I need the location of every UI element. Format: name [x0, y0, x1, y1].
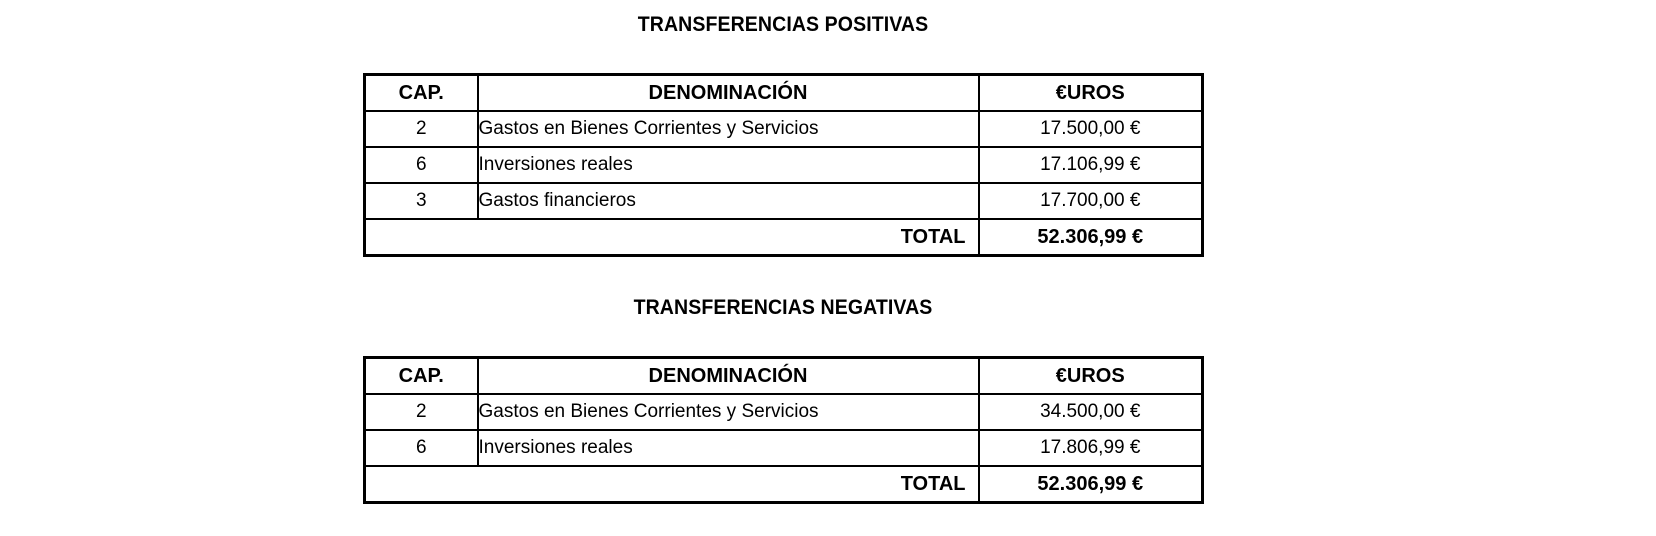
section-transferencias-positivas: TRANSFERENCIAS POSITIVAS CAP. DENOMINACI…: [0, 12, 1566, 257]
column-header-cap: CAP.: [364, 357, 479, 395]
section-title-positivas: TRANSFERENCIAS POSITIVAS: [637, 13, 929, 36]
cell-euros: 17.806,99 €: [977, 429, 1203, 467]
table-row: 2 Gastos en Bienes Corrientes y Servicio…: [364, 110, 1203, 148]
table-row: 6 Inversiones reales 17.806,99 €: [364, 429, 1203, 467]
cell-denominacion: Gastos en Bienes Corrientes y Servicios: [476, 110, 980, 148]
table-total-row: TOTAL 52.306,99 €: [364, 218, 1203, 256]
cell-denominacion: Inversiones reales: [476, 429, 980, 467]
cell-euros: 34.500,00 €: [977, 393, 1203, 431]
cell-euros: 17.700,00 €: [977, 182, 1203, 220]
cell-cap: 6: [364, 429, 479, 467]
transferencias-negativas-table: CAP. DENOMINACIÓN €UROS 2 Gastos en Bien…: [363, 356, 1204, 504]
table-row: 2 Gastos en Bienes Corrientes y Servicio…: [364, 393, 1203, 431]
column-header-cap: CAP.: [364, 74, 479, 112]
total-label: TOTAL: [364, 465, 980, 503]
cell-euros: 17.106,99 €: [977, 146, 1203, 184]
cell-cap: 3: [364, 182, 479, 220]
table-row: 3 Gastos financieros 17.700,00 €: [364, 182, 1203, 220]
cell-cap: 2: [364, 110, 479, 148]
column-header-euros: €UROS: [977, 74, 1203, 112]
table-row: 6 Inversiones reales 17.106,99 €: [364, 146, 1203, 184]
cell-cap: 6: [364, 146, 479, 184]
total-label: TOTAL: [364, 218, 980, 256]
table-total-row: TOTAL 52.306,99 €: [364, 465, 1203, 503]
column-header-denominacion: DENOMINACIÓN: [476, 74, 980, 112]
column-header-euros: €UROS: [977, 357, 1203, 395]
column-header-denominacion: DENOMINACIÓN: [476, 357, 980, 395]
table-wrapper-positivas: CAP. DENOMINACIÓN €UROS 2 Gastos en Bien…: [363, 73, 1204, 257]
table-header-row: CAP. DENOMINACIÓN €UROS: [364, 357, 1203, 395]
table-header-row: CAP. DENOMINACIÓN €UROS: [364, 74, 1203, 112]
cell-denominacion: Gastos financieros: [476, 182, 980, 220]
cell-euros: 17.500,00 €: [977, 110, 1203, 148]
section-title-negativas: TRANSFERENCIAS NEGATIVAS: [633, 296, 933, 319]
total-value: 52.306,99 €: [977, 218, 1203, 256]
table-wrapper-negativas: CAP. DENOMINACIÓN €UROS 2 Gastos en Bien…: [363, 356, 1204, 504]
cell-cap: 2: [364, 393, 479, 431]
cell-denominacion: Gastos en Bienes Corrientes y Servicios: [476, 393, 980, 431]
section-transferencias-negativas: TRANSFERENCIAS NEGATIVAS CAP. DENOMINACI…: [0, 295, 1566, 504]
cell-denominacion: Inversiones reales: [476, 146, 980, 184]
transferencias-positivas-table: CAP. DENOMINACIÓN €UROS 2 Gastos en Bien…: [363, 73, 1204, 257]
total-value: 52.306,99 €: [977, 465, 1203, 503]
